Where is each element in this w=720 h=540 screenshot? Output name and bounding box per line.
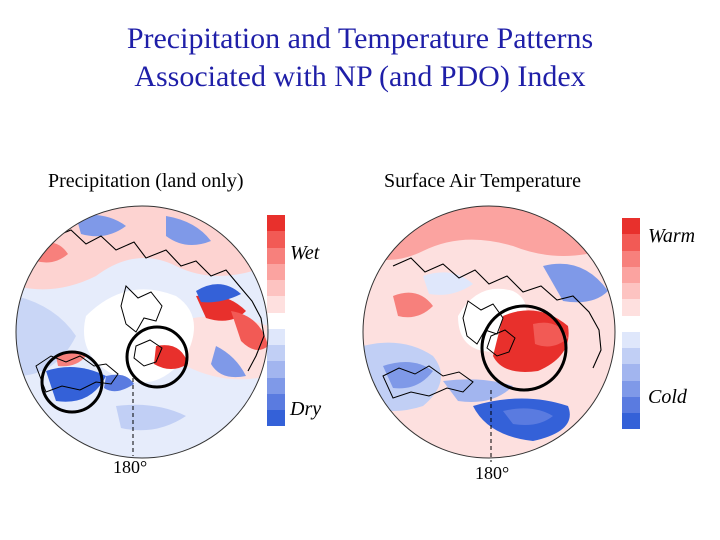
colorbar-segment bbox=[622, 396, 640, 413]
dry-label: Dry bbox=[290, 398, 322, 420]
temperature-map-graphic bbox=[363, 206, 615, 458]
colorbar-segment bbox=[267, 263, 285, 280]
colorbar-segment bbox=[622, 250, 640, 267]
slide-title: Precipitation and Temperature Patterns A… bbox=[0, 20, 720, 96]
colorbar-segment bbox=[622, 283, 640, 300]
temperature-polar-map bbox=[363, 206, 615, 458]
title-line-1: Precipitation and Temperature Patterns bbox=[126, 22, 594, 55]
temperature-colorbar bbox=[622, 218, 640, 430]
colorbar-segment bbox=[267, 231, 285, 248]
colorbar-segment bbox=[622, 380, 640, 397]
colorbar-segment bbox=[267, 361, 285, 378]
colorbar-segment bbox=[267, 247, 285, 264]
colorbar-segment bbox=[267, 345, 285, 362]
precipitation-polar-map bbox=[16, 206, 268, 458]
colorbar-segment bbox=[622, 266, 640, 283]
colorbar-segment bbox=[267, 328, 285, 345]
precipitation-panel-title: Precipitation (land only) bbox=[48, 170, 244, 192]
colorbar-segment bbox=[622, 234, 640, 251]
colorbar-segment bbox=[622, 331, 640, 348]
colorbar-segment bbox=[622, 413, 640, 430]
temperature-panel-title: Surface Air Temperature bbox=[384, 170, 582, 192]
wet-label: Wet bbox=[290, 242, 320, 264]
warm-label: Warm bbox=[648, 225, 696, 247]
precipitation-map-graphic bbox=[16, 206, 268, 458]
cold-label: Cold bbox=[648, 386, 687, 408]
colorbar-segment bbox=[267, 312, 285, 329]
colorbar-segment bbox=[267, 215, 285, 232]
left-longitude-label: 180° bbox=[113, 457, 148, 477]
colorbar-segment bbox=[267, 410, 285, 427]
colorbar-segment bbox=[267, 393, 285, 410]
colorbar-segment bbox=[622, 299, 640, 316]
colorbar-segment bbox=[622, 364, 640, 381]
right-longitude-label: 180° bbox=[475, 463, 510, 483]
colorbar-segment bbox=[267, 280, 285, 297]
colorbar-segment bbox=[267, 377, 285, 394]
precipitation-colorbar bbox=[267, 215, 285, 427]
title-line-2: Associated with NP (and PDO) Index bbox=[134, 60, 586, 93]
colorbar-segment bbox=[622, 315, 640, 332]
colorbar-segment bbox=[267, 296, 285, 313]
colorbar-segment bbox=[622, 218, 640, 235]
colorbar-segment bbox=[622, 348, 640, 365]
